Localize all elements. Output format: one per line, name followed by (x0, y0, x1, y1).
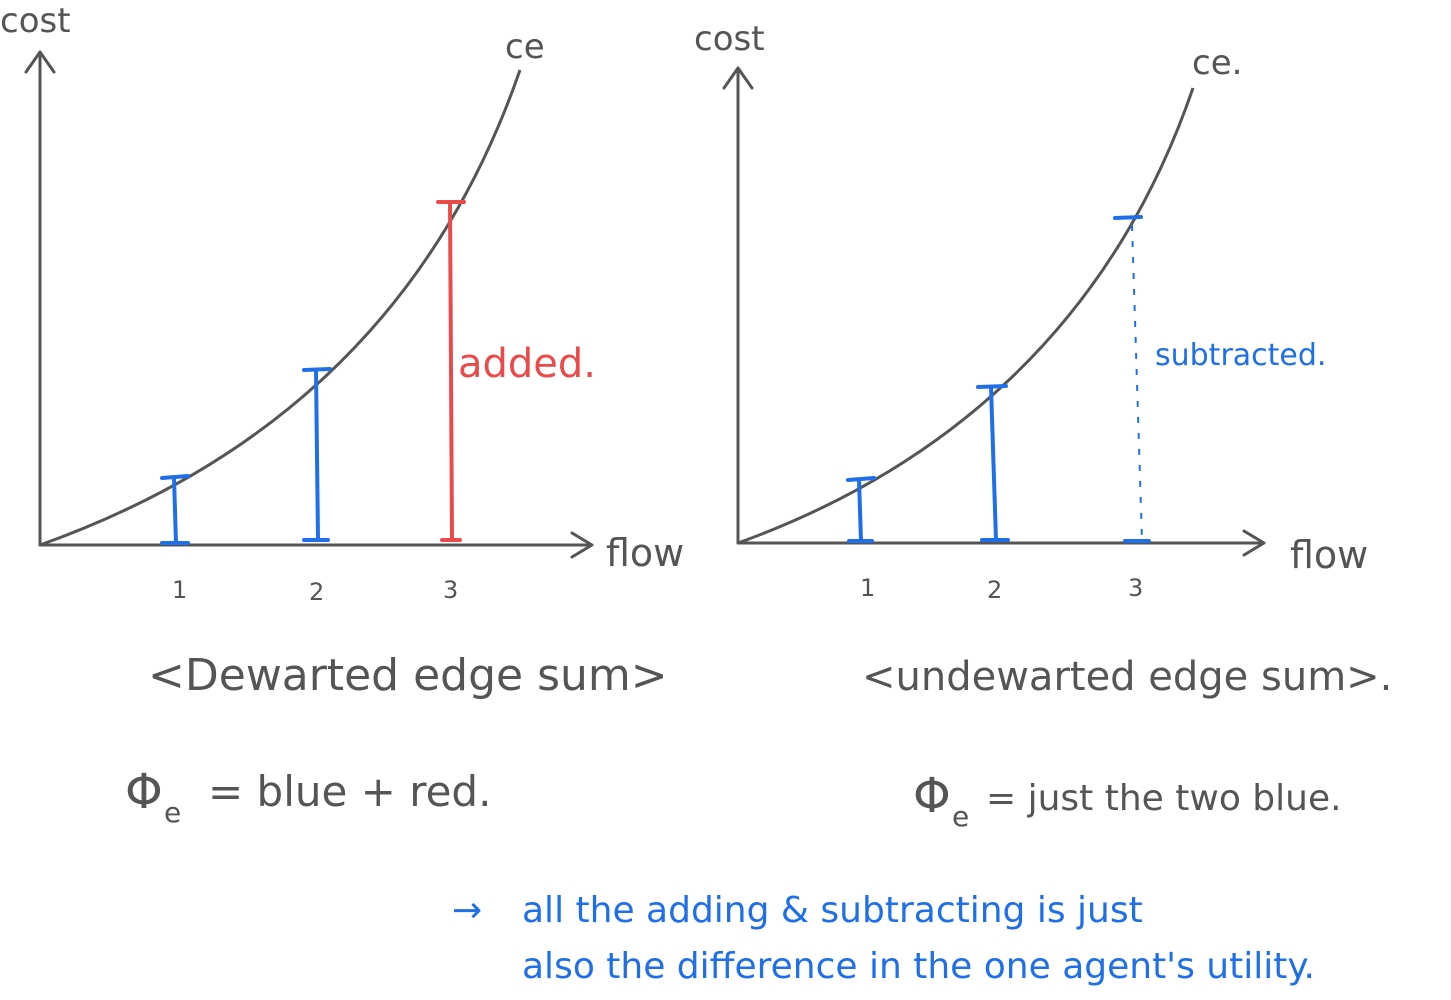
left-segment-1 (172, 476, 178, 545)
right-formula-sub: e (952, 800, 969, 833)
left-x-arrowhead (570, 531, 594, 559)
right-y-axis-label: cost (694, 19, 765, 59)
right-x-arrowhead (1242, 529, 1266, 557)
note-line-2: also the difference in the one agent's u… (522, 946, 1315, 987)
left-formula-symbol: Φ (125, 764, 163, 820)
right-segment-3-dashed (1131, 224, 1143, 541)
right-segment-1-top-cap (846, 476, 876, 482)
right-graph: cost flow ce. 1 2 3 subtracted. <undewar… (694, 19, 1392, 833)
left-tick-3: 3 (443, 576, 458, 604)
left-y-axis-label: cost (0, 1, 71, 41)
left-added-label: added. (458, 341, 596, 387)
right-x-axis-label: flow (1290, 533, 1368, 577)
right-caption: <undewarted edge sum>. (862, 654, 1392, 700)
right-subtracted-label: subtracted. (1155, 338, 1326, 373)
left-tick-2: 2 (309, 578, 324, 606)
right-segment-2 (989, 385, 998, 542)
left-cost-curve (39, 69, 522, 547)
left-formula-text: = blue + red. (208, 767, 491, 816)
right-tick-1: 1 (860, 574, 875, 602)
left-tick-1: 1 (172, 576, 187, 604)
right-y-arrowhead (722, 66, 754, 90)
note-line-1: all the adding & subtracting is just (522, 890, 1143, 931)
right-tick-3: 3 (1128, 574, 1143, 602)
left-segment-2 (314, 368, 320, 542)
right-cost-curve (737, 87, 1195, 545)
right-formula-text: = just the two blue. (986, 778, 1342, 819)
left-segment-2-top-cap (302, 367, 332, 372)
left-caption: <Dewarted edge sum> (148, 650, 668, 701)
left-x-axis-label: flow (606, 531, 684, 575)
note-arrow-icon: → (452, 890, 482, 931)
left-segment-3-red (448, 200, 454, 542)
right-formula-symbol: Φ (913, 768, 951, 824)
right-segment-1 (857, 478, 863, 543)
left-graph: cost flow ce 1 2 3 added. <Dewarted edge… (0, 1, 684, 829)
right-tick-2: 2 (987, 576, 1002, 604)
left-y-arrowhead (24, 50, 56, 74)
left-segment-1-top-cap (160, 474, 190, 480)
right-segment-2-top-cap (976, 384, 1008, 389)
left-formula-sub: e (164, 796, 181, 829)
right-segment-3-top-cap (1113, 215, 1143, 220)
bottom-note: → all the adding & subtracting is just a… (452, 890, 1315, 987)
left-curve-label: ce (505, 27, 545, 67)
right-curve-label: ce. (1192, 43, 1242, 83)
